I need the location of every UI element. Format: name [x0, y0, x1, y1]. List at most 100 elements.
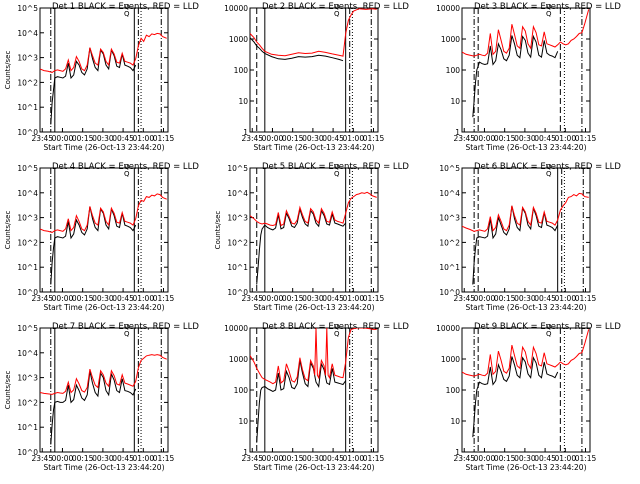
x-axis-label: Start Time (26-Oct-13 23:44:20) — [253, 143, 374, 152]
legend-glyph: Q — [334, 170, 340, 178]
x-tick-label: 23:45 — [241, 294, 263, 303]
y-tick-label: 10^3 — [17, 214, 38, 223]
y-axis-label: Counts/sec — [4, 371, 12, 410]
x-tick-label: 00:15 — [72, 294, 94, 303]
legend-glyph: Q — [334, 10, 340, 18]
legend-glyph: Q — [334, 163, 340, 171]
x-tick-label: 00:45 — [112, 454, 134, 463]
y-tick-label: 10^5 — [17, 4, 38, 13]
y-tick-label: 10^5 — [17, 164, 38, 173]
series-line-lld — [462, 329, 590, 377]
y-tick-label: 10^4 — [439, 189, 460, 198]
x-tick-label: 00:00 — [262, 294, 284, 303]
x-tick-label: 00:00 — [52, 454, 74, 463]
x-tick-label: 00:00 — [474, 134, 496, 143]
x-axis-label: Start Time (26-Oct-13 23:44:20) — [43, 463, 164, 472]
x-tick-label: 23:45 — [453, 134, 475, 143]
y-tick-label: 1000 — [441, 355, 460, 364]
x-tick-label: 00:30 — [92, 454, 114, 463]
y-tick-label: 1 — [243, 448, 248, 457]
y-tick-label: 10 — [450, 97, 460, 106]
x-tick-label: 01:15 — [153, 134, 175, 143]
y-axis-label: Counts/sec — [4, 211, 12, 250]
legend-glyph: Q — [546, 330, 552, 338]
x-axis-label: Start Time (26-Oct-13 23:44:20) — [43, 143, 164, 152]
chart-title: Det 1 BLACK = Events, RED = LLD — [52, 2, 199, 12]
x-tick-label: 00:45 — [112, 294, 134, 303]
plot-frame — [39, 167, 169, 293]
x-tick-label: 00:30 — [514, 294, 536, 303]
series-line-lld — [462, 9, 590, 57]
plot-frame — [461, 327, 591, 453]
x-tick-label: 00:00 — [52, 134, 74, 143]
y-tick-label: 10^1 — [17, 423, 38, 432]
y-tick-label: 10^0 — [439, 288, 460, 297]
legend-glyph: Q — [546, 10, 552, 18]
y-tick-label: 10^0 — [227, 288, 248, 297]
x-tick-label: 01:15 — [575, 294, 597, 303]
y-tick-label: 10 — [450, 417, 460, 426]
x-tick-label: 23:45 — [453, 454, 475, 463]
series-line-lld — [462, 192, 589, 232]
legend-glyph: Q — [124, 3, 130, 11]
series-line-events — [250, 37, 344, 62]
x-tick-label: 00:30 — [514, 454, 536, 463]
series-line-events — [256, 208, 347, 285]
y-tick-label: 1000 — [229, 35, 248, 44]
x-tick-label: 01:15 — [575, 454, 597, 463]
series-line-lld — [250, 8, 377, 57]
x-axis-label: Start Time (26-Oct-13 23:44:20) — [253, 463, 374, 472]
x-tick-label: 01:00 — [342, 454, 364, 463]
y-tick-label: 10^5 — [227, 164, 248, 173]
x-axis-label: Start Time (26-Oct-13 23:44:20) — [465, 303, 586, 312]
chart-title: Det 3 BLACK = Events, RED = LLD — [474, 2, 621, 12]
chart-title: Det 6 BLACK = Events, RED = LLD — [474, 162, 621, 172]
y-tick-label: 10^2 — [17, 238, 38, 247]
y-tick-label: 10^3 — [439, 214, 460, 223]
y-tick-label: 100 — [234, 66, 249, 75]
series-line-lld — [40, 354, 167, 395]
x-axis-label: Start Time (26-Oct-13 23:44:20) — [465, 143, 586, 152]
y-tick-label: 1 — [455, 128, 460, 137]
x-tick-label: 01:15 — [153, 454, 175, 463]
x-tick-label: 00:45 — [534, 454, 556, 463]
series-line-events — [50, 47, 137, 125]
y-tick-label: 10^0 — [17, 128, 38, 137]
plot-frame — [39, 327, 169, 453]
x-tick-label: 01:00 — [342, 294, 364, 303]
y-tick-label: 10^0 — [17, 288, 38, 297]
y-tick-label: 10000 — [436, 4, 460, 13]
x-tick-label: 00:00 — [474, 454, 496, 463]
y-tick-label: 10000 — [436, 324, 460, 333]
x-tick-label: 00:30 — [302, 134, 324, 143]
x-tick-label: 00:15 — [282, 294, 304, 303]
x-tick-label: 23:45 — [31, 294, 53, 303]
legend-glyph: Q — [546, 163, 552, 171]
x-tick-label: 01:15 — [153, 294, 175, 303]
y-tick-label: 1000 — [229, 355, 248, 364]
x-tick-label: 01:00 — [132, 134, 154, 143]
y-tick-label: 10^4 — [227, 189, 248, 198]
x-tick-label: 00:15 — [494, 294, 516, 303]
x-tick-label: 23:45 — [241, 134, 263, 143]
x-tick-label: 00:45 — [112, 134, 134, 143]
chart-title: Det 7 BLACK = Events, RED = LLD — [52, 322, 199, 332]
y-tick-label: 10^4 — [17, 29, 38, 38]
x-tick-label: 00:30 — [92, 294, 114, 303]
y-tick-label: 10^4 — [17, 349, 38, 358]
x-tick-label: 00:30 — [92, 134, 114, 143]
legend-glyph: Q — [546, 170, 552, 178]
x-tick-label: 23:45 — [31, 134, 53, 143]
plot-frame — [39, 7, 169, 133]
x-tick-label: 00:15 — [72, 134, 94, 143]
x-tick-label: 00:00 — [262, 454, 284, 463]
y-tick-label: 100 — [234, 386, 249, 395]
x-tick-label: 00:00 — [262, 134, 284, 143]
y-tick-label: 10^2 — [17, 78, 38, 87]
